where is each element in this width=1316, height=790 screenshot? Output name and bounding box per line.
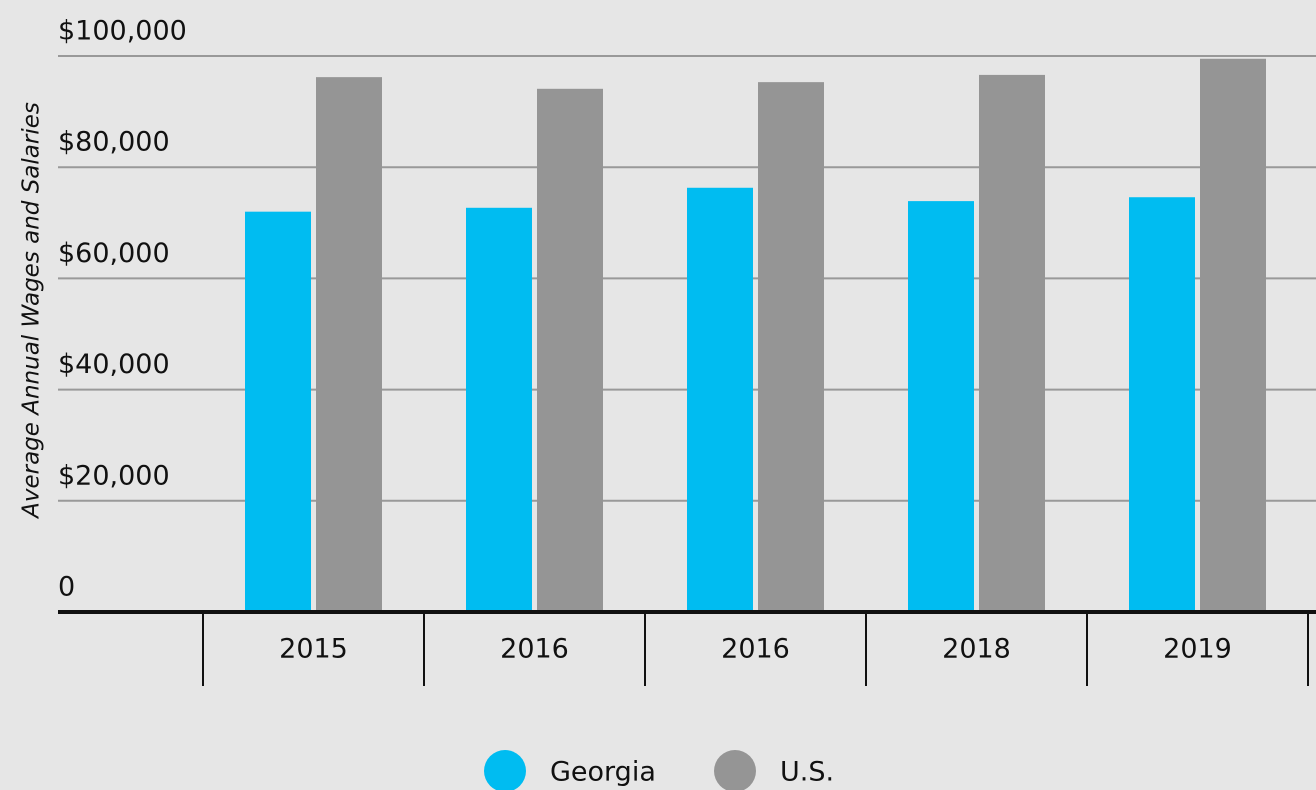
bar — [1200, 58, 1266, 612]
x-tick-label: 2019 — [1163, 634, 1232, 665]
y-tick-label: 0 — [58, 572, 75, 603]
legend-swatch — [484, 750, 526, 790]
legend-swatch — [714, 750, 756, 790]
y-tick-label: $40,000 — [58, 349, 170, 380]
bar — [979, 74, 1045, 613]
y-tick-label: $60,000 — [58, 238, 170, 269]
x-tick-label: 2015 — [279, 634, 348, 665]
legend-label: Georgia — [550, 757, 656, 788]
bar — [316, 77, 382, 613]
x-tick-label: 2016 — [721, 634, 790, 665]
y-tick-label: $80,000 — [58, 127, 170, 158]
y-tick-label: $20,000 — [58, 460, 170, 491]
bar — [687, 187, 753, 612]
bar — [245, 211, 311, 612]
bar — [537, 88, 603, 612]
legend-label: U.S. — [780, 757, 834, 788]
y-axis-label: Average Annual Wages and Salaries — [19, 102, 45, 520]
x-tick-label: 2018 — [942, 634, 1011, 665]
y-tick-label: $100,000 — [58, 16, 187, 47]
bar — [758, 82, 824, 612]
x-tick-label: 2016 — [500, 634, 569, 665]
bar — [908, 201, 974, 612]
bar — [466, 207, 532, 612]
bar — [1129, 197, 1195, 612]
